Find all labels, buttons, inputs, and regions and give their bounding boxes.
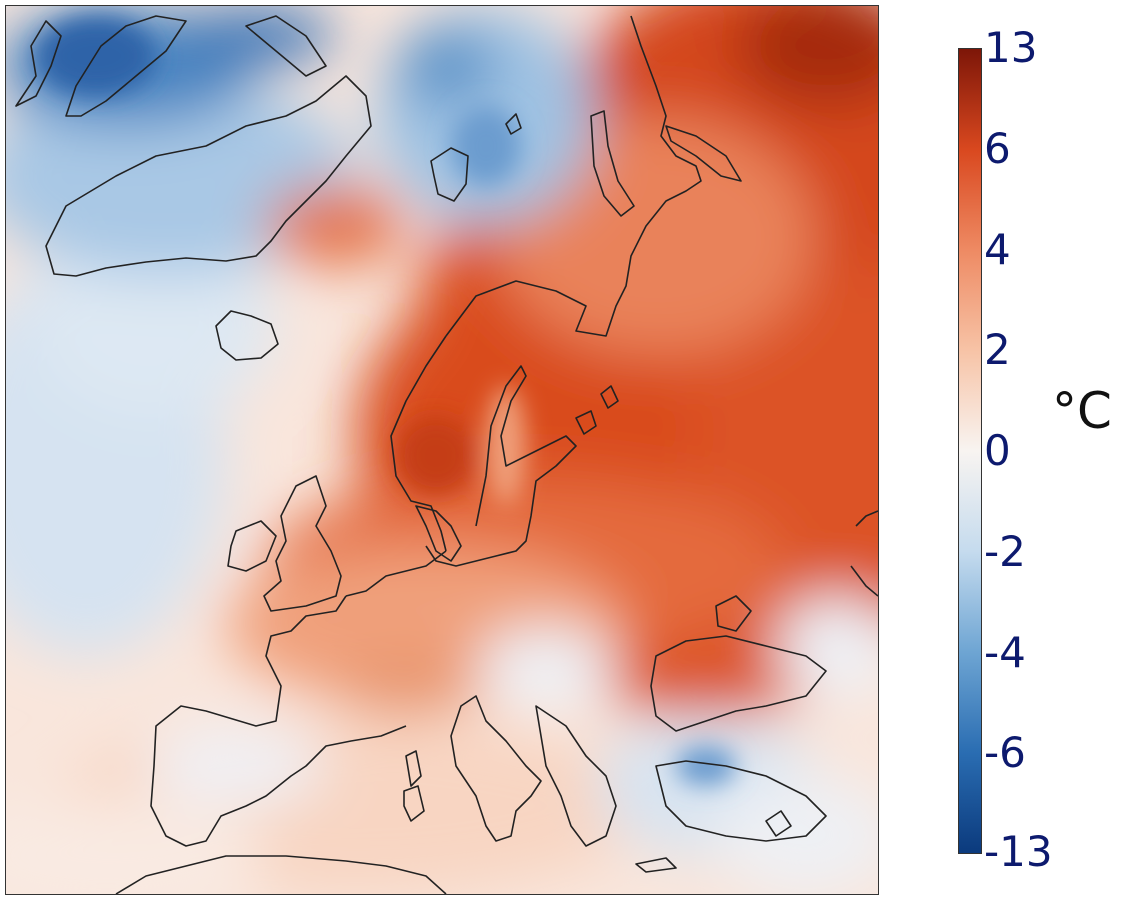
colorbar-tick: 13 [984,23,1038,72]
anomaly-field [6,6,878,894]
colorbar-tick: 6 [984,124,1011,173]
colorbar-tick: -2 [984,527,1026,576]
colorbar-tick: -4 [984,628,1026,677]
coastlines [15,15,878,894]
colorbar-tick: 2 [984,325,1011,374]
colorbar-tick: 0 [984,426,1011,475]
anomaly-detail [36,16,736,786]
colorbar [958,48,982,854]
colorbar-tick: 4 [984,225,1011,274]
colorbar-tick: -6 [984,728,1026,777]
colorbar-tick: -13 [984,827,1053,876]
colorbar-unit-label: °C [1052,382,1112,440]
europe-anomaly-map [5,5,879,895]
map-canvas [6,6,878,894]
